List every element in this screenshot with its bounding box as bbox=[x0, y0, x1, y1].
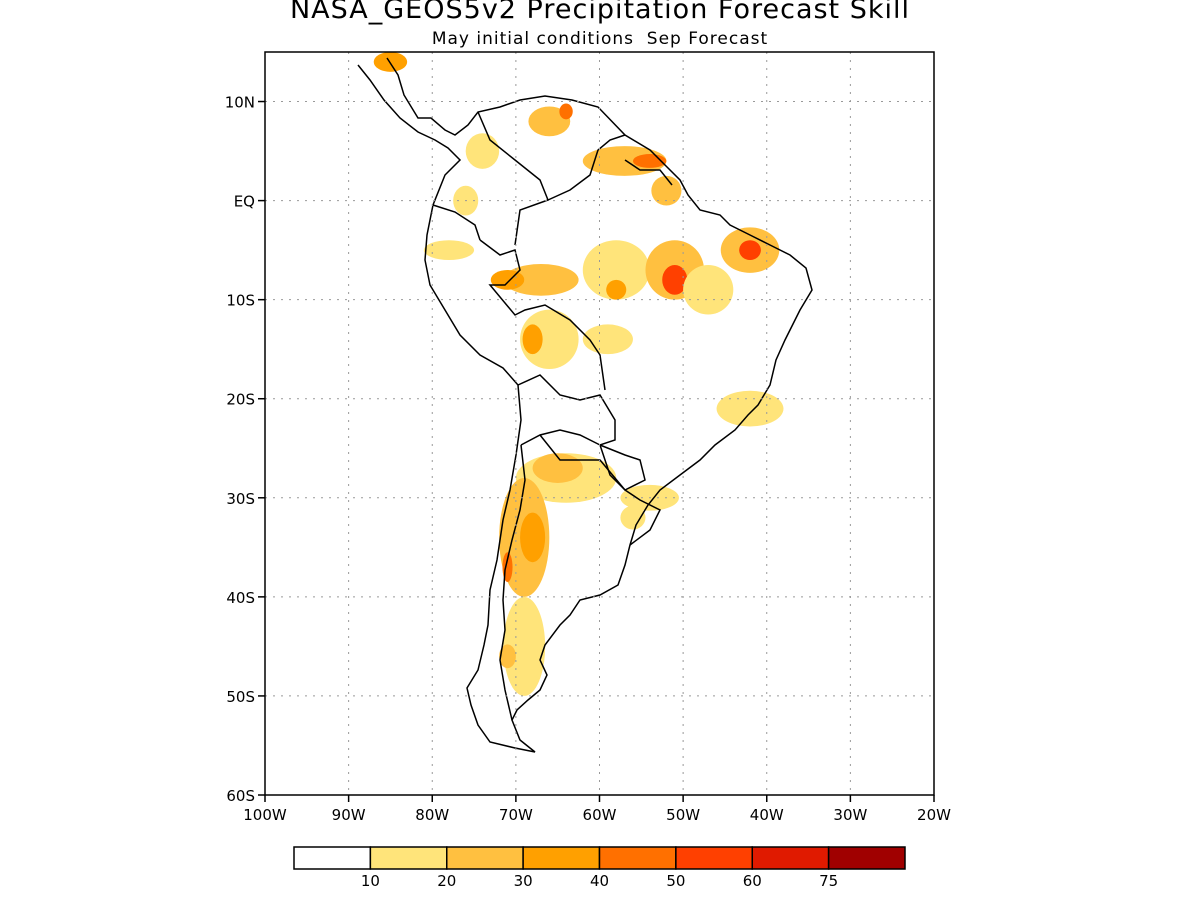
skill-area bbox=[620, 505, 646, 530]
lat-axis: 10N EQ 10S 20S 30S 40S 50S 60S bbox=[225, 94, 265, 805]
colorbar-label: 60 bbox=[743, 872, 762, 890]
lon-axis: 100W 90W 80W 70W 60W 50W 40W 30W 20W bbox=[243, 795, 951, 824]
skill-area bbox=[559, 103, 573, 120]
map-subtitle: May initial conditions Sep Forecast bbox=[431, 29, 769, 49]
south-america-land bbox=[358, 58, 812, 752]
lon-tick-label: 50W bbox=[666, 806, 700, 824]
skill-area bbox=[465, 133, 500, 169]
colorbar-label: 40 bbox=[590, 872, 609, 890]
land-layer bbox=[358, 58, 812, 752]
border-uruguay bbox=[624, 489, 662, 546]
lon-tick-label: 80W bbox=[415, 806, 449, 824]
skill-area bbox=[716, 390, 784, 427]
skill-area bbox=[606, 279, 627, 300]
border-colombia-venezuela bbox=[477, 111, 549, 246]
colorbar-swatch bbox=[522, 846, 601, 870]
lat-tick-label: 10S bbox=[226, 292, 255, 310]
colorbar-swatch bbox=[675, 846, 753, 870]
lat-tick-label: 50S bbox=[226, 688, 255, 706]
lat-tick-label: 30S bbox=[226, 490, 255, 508]
skill-area bbox=[520, 309, 579, 370]
border-argentina-chile bbox=[499, 444, 526, 721]
colorbar-swatch bbox=[827, 846, 906, 870]
lon-tick-label: 40W bbox=[750, 806, 784, 824]
skill-area bbox=[739, 240, 761, 261]
lon-tick-label: 90W bbox=[332, 806, 366, 824]
border-guianas bbox=[624, 159, 673, 186]
skill-area bbox=[651, 175, 682, 206]
skill-area bbox=[423, 240, 475, 261]
border-paraguay bbox=[599, 444, 646, 491]
colorbar-swatch bbox=[751, 846, 830, 870]
border-bolivia bbox=[517, 374, 616, 446]
colorbar: 10 20 30 40 50 60 75 bbox=[293, 846, 906, 890]
skill-area bbox=[662, 264, 688, 295]
skill-area bbox=[522, 324, 543, 355]
coastline bbox=[357, 57, 813, 753]
lon-tick-label: 20W bbox=[917, 806, 951, 824]
lat-tick-label: 40S bbox=[226, 589, 255, 607]
lat-tick-label: EQ bbox=[234, 193, 255, 211]
lat-tick-label: 60S bbox=[226, 787, 255, 805]
border-ecuador bbox=[432, 204, 481, 241]
colorbar-swatch bbox=[293, 846, 372, 870]
lat-tick-label: 10N bbox=[225, 94, 255, 112]
skill-area bbox=[499, 644, 516, 669]
skill-area bbox=[490, 269, 525, 290]
lon-tick-label: 60W bbox=[583, 806, 617, 824]
skill-area bbox=[503, 596, 546, 696]
colorbar-label: 75 bbox=[819, 872, 838, 890]
border-peru-brazil bbox=[479, 239, 606, 391]
border-venezuela-guyana bbox=[547, 134, 626, 201]
lat-tick-label: 20S bbox=[226, 391, 255, 409]
border-argentina-north bbox=[539, 434, 626, 491]
colorbar-swatch bbox=[369, 846, 448, 870]
colorbar-label: 50 bbox=[666, 872, 685, 890]
colorbar-label: 10 bbox=[361, 872, 380, 890]
skill-area bbox=[582, 146, 667, 176]
lon-tick-label: 30W bbox=[833, 806, 867, 824]
lon-tick-label: 70W bbox=[499, 806, 533, 824]
country-borders bbox=[357, 57, 813, 753]
colorbar-swatch bbox=[598, 846, 677, 870]
skill-area bbox=[373, 52, 408, 72]
map-title: NASA_GEOS5v2 Precipitation Forecast Skil… bbox=[289, 0, 911, 25]
lon-tick-label: 100W bbox=[243, 806, 287, 824]
skill-area bbox=[503, 264, 579, 296]
colorbar-label: 30 bbox=[514, 872, 533, 890]
skill-area bbox=[683, 264, 734, 315]
colorbar-swatch bbox=[446, 846, 524, 870]
colorbar-label: 20 bbox=[437, 872, 456, 890]
skill-area bbox=[520, 512, 546, 563]
